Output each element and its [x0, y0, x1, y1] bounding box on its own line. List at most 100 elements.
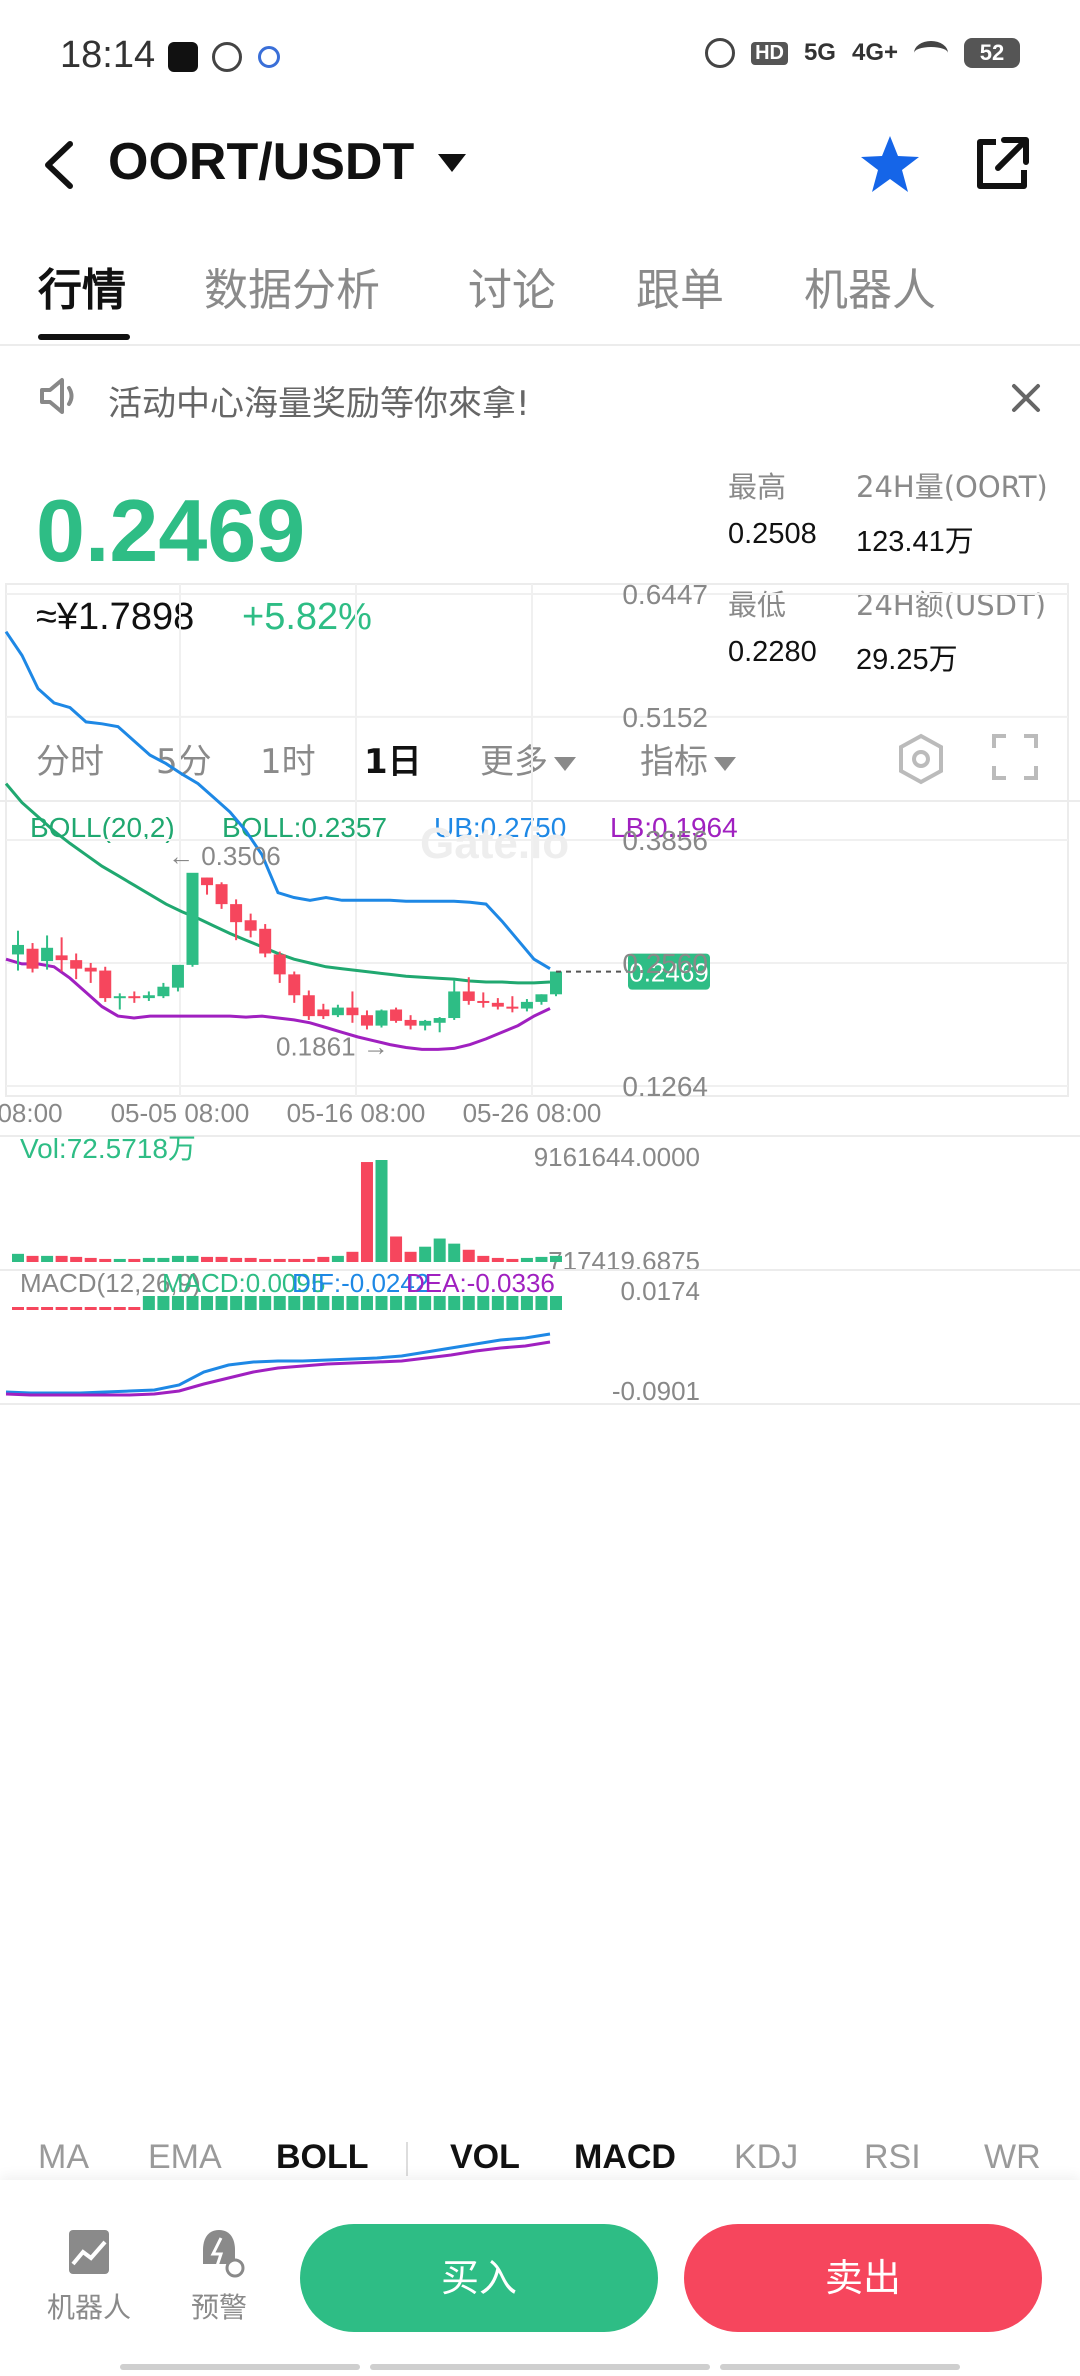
- volume-label: Vol:72.5718万: [20, 1133, 196, 1164]
- candle-body: [477, 1000, 490, 1003]
- buy-button[interactable]: 买入: [300, 2224, 658, 2332]
- share-icon[interactable]: [970, 132, 1034, 196]
- macd-histogram-bar: [404, 1296, 417, 1310]
- volume-24h-value: 123.41万: [856, 526, 974, 558]
- ind-tab-wr[interactable]: WR: [984, 2138, 1041, 2176]
- watermark: Gate.io: [420, 819, 569, 868]
- candle-body: [55, 955, 68, 961]
- chart-settings-icon[interactable]: [894, 732, 948, 786]
- low-marker: 0.1861 →: [276, 1031, 389, 1061]
- tab-robot[interactable]: 机器人: [804, 265, 936, 316]
- tab-active-indicator: [38, 334, 130, 340]
- macd-histogram-bar: [477, 1296, 490, 1310]
- ind-tab-kdj[interactable]: KDJ: [734, 2138, 799, 2176]
- period-timeline[interactable]: 分时: [36, 742, 104, 782]
- tiktok-icon: [168, 42, 198, 72]
- volume-bar: [99, 1258, 112, 1262]
- back-icon[interactable]: [30, 130, 90, 200]
- candle-body: [84, 967, 97, 972]
- boll-legend-lb: LB:0.1964: [610, 812, 738, 843]
- volume-bar: [520, 1257, 533, 1262]
- candle-body: [331, 1007, 344, 1016]
- ind-tab-rsi[interactable]: RSI: [864, 2138, 921, 2176]
- price-cny: ≈¥1.7898: [36, 596, 195, 638]
- y-tick-label: 0.2560: [622, 948, 708, 979]
- macd-histogram-bar: [84, 1307, 97, 1310]
- candle-body: [535, 994, 548, 1002]
- tab-discussion[interactable]: 讨论: [468, 265, 556, 316]
- price-chart[interactable]: Gate.io ← 0.3506 0.1861 → 0.2469 0.6447 0.515…: [0, 580, 1080, 2120]
- volume-bar: [171, 1255, 184, 1262]
- macd-histogram-bar: [259, 1296, 272, 1310]
- notice-banner[interactable]: 活动中心海量奖励等你來拿!: [0, 360, 1080, 440]
- tab-copy-trade[interactable]: 跟单: [636, 265, 724, 316]
- hd-icon: HD: [751, 41, 788, 65]
- macd-histogram-bar: [317, 1296, 330, 1310]
- candle-body: [215, 884, 228, 905]
- candle-body: [41, 947, 54, 962]
- volume-bar: [41, 1255, 54, 1262]
- y-tick-label: 0.1264: [622, 1071, 708, 1102]
- ind-tab-ema[interactable]: EMA: [148, 2138, 222, 2176]
- close-icon[interactable]: [1006, 378, 1046, 418]
- tab-data-analysis[interactable]: 数据分析: [204, 265, 380, 316]
- ind-tab-vol[interactable]: VOL: [450, 2138, 520, 2176]
- ind-tab-macd[interactable]: MACD: [574, 2138, 676, 2176]
- macd-min-label: -0.0901: [612, 1376, 700, 1406]
- favorite-star-icon[interactable]: [855, 130, 925, 200]
- candle-body: [448, 991, 461, 1019]
- candle-body: [273, 954, 286, 975]
- period-1h[interactable]: 1时: [260, 742, 316, 782]
- macd-histogram-bar: [26, 1307, 39, 1310]
- y-tick-label: 0.5152: [622, 702, 708, 733]
- candle-body: [520, 1001, 533, 1009]
- boll-legend-name: BOLL(20,2): [30, 812, 175, 843]
- candle-body: [462, 991, 475, 1001]
- volume-bar: [244, 1257, 257, 1262]
- candle-body: [201, 877, 214, 886]
- high-label: 最高: [728, 470, 787, 504]
- robot-button[interactable]: 机器人: [34, 2224, 144, 2326]
- y-tick-label: 0.3856: [622, 825, 708, 856]
- candle-body: [419, 1020, 432, 1026]
- candle-body: [113, 996, 126, 999]
- volume-bar: [273, 1258, 286, 1262]
- volume-bar: [491, 1257, 504, 1262]
- candle-body: [99, 970, 112, 999]
- notice-text: 活动中心海量奖励等你來拿!: [108, 384, 530, 424]
- indicator-menu-label: 指标: [640, 742, 708, 782]
- top-nav: OORT/USDT: [0, 110, 1080, 220]
- indicator-menu[interactable]: 指标: [640, 734, 736, 783]
- boll-mid-line: [4, 782, 551, 985]
- tab-market[interactable]: 行情: [38, 265, 126, 316]
- macd-histogram-bar: [491, 1296, 504, 1310]
- period-more[interactable]: 更多: [480, 734, 576, 783]
- speaker-icon: [40, 378, 74, 414]
- macd-histogram-bar: [128, 1307, 141, 1310]
- sell-button[interactable]: 卖出: [684, 2224, 1042, 2332]
- macd-histogram-bar: [186, 1296, 199, 1310]
- ind-tab-ma[interactable]: MA: [38, 2138, 89, 2176]
- main-tabs: 行情 数据分析 讨论 跟单 机器人: [0, 240, 1080, 346]
- ind-tab-boll[interactable]: BOLL: [276, 2138, 369, 2176]
- candle-body: [390, 1009, 403, 1021]
- pair-title[interactable]: OORT/USDT: [108, 133, 415, 191]
- ind-tab-divider: [406, 2142, 408, 2176]
- macd-histogram-bar: [215, 1296, 228, 1310]
- alert-button[interactable]: 预警: [164, 2224, 274, 2326]
- high-marker: ← 0.3506: [168, 841, 281, 871]
- volume-bar: [535, 1256, 548, 1262]
- macd-histogram-bar: [244, 1296, 257, 1310]
- volume-bar: [433, 1238, 446, 1262]
- volume-bar: [142, 1257, 155, 1262]
- price-change: +5.82%: [242, 596, 372, 638]
- volume-bar: [201, 1256, 214, 1262]
- pair-dropdown-caret[interactable]: [438, 154, 466, 172]
- volume-bar: [375, 1160, 388, 1262]
- period-1d[interactable]: 1日: [364, 742, 422, 782]
- fullscreen-icon[interactable]: [990, 732, 1040, 782]
- macd-histogram-bar: [201, 1296, 214, 1310]
- chevron-down-icon: [714, 756, 736, 771]
- macd-histogram-bar: [288, 1296, 301, 1310]
- last-price-tag: [628, 953, 710, 990]
